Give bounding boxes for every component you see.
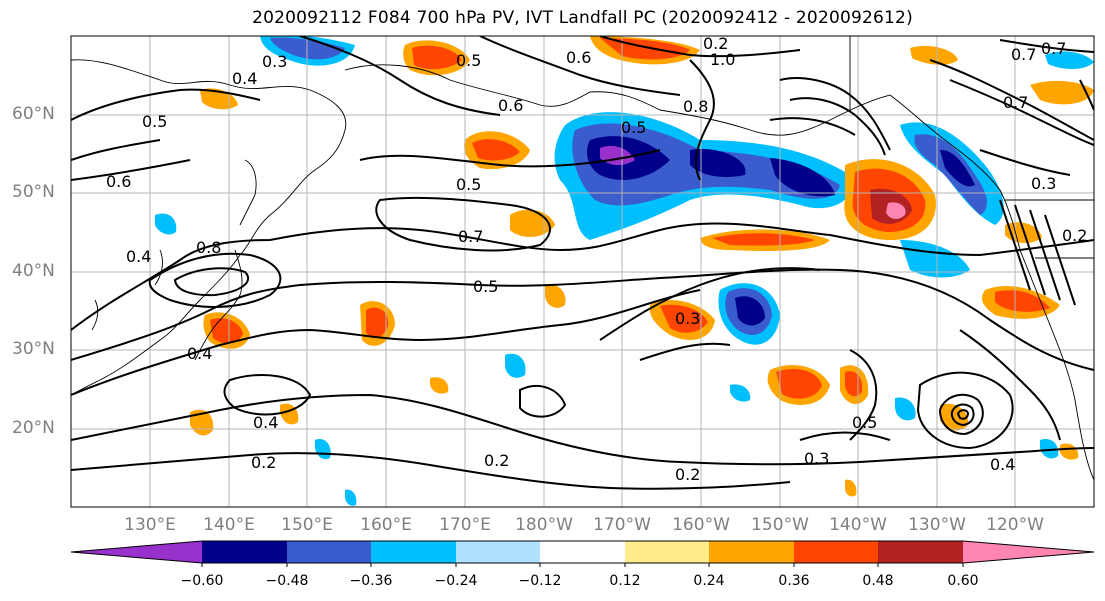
contour-label: 0.5 <box>473 277 498 296</box>
colorbar-tick-label: −0.12 <box>518 573 562 589</box>
contour-label: 0.3 <box>262 52 287 71</box>
map-title: 2020092112 F084 700 hPa PV, IVT Landfall… <box>252 8 913 28</box>
contours <box>71 36 1094 490</box>
lat-label-30n: 30°N <box>12 339 55 359</box>
colorbar-tick-label: 0.60 <box>947 573 979 589</box>
contour-label: 0.8 <box>196 238 221 257</box>
lon-label: 160°E <box>360 515 412 535</box>
map-frame <box>70 35 1095 508</box>
contour-label: 0.2 <box>251 453 276 472</box>
contour-label: 0.4 <box>990 455 1015 474</box>
contour-label: 0.7 <box>458 227 483 246</box>
lat-label-60n: 60°N <box>12 104 55 124</box>
lat-label-40n: 40°N <box>12 261 55 281</box>
colorbar-swatch <box>963 541 1094 563</box>
lat-label-50n: 50°N <box>12 182 55 202</box>
contour-label: 1.0 <box>710 50 735 69</box>
contour-label: 0.6 <box>106 172 131 191</box>
colorbar-swatch <box>625 541 709 563</box>
colorbar-tick-label: 0.36 <box>778 573 810 589</box>
contour-label: 0.4 <box>253 413 278 432</box>
contour-label: 0.2 <box>1062 226 1087 245</box>
lon-label: 170°W <box>593 515 651 535</box>
colorbar-swatch <box>794 541 878 563</box>
contour-label: 0.5 <box>621 118 646 137</box>
colorbar-tick-label: 0.48 <box>862 573 894 589</box>
contour-label: 0.3 <box>675 309 700 328</box>
contour-label: 0.7 <box>1011 45 1036 64</box>
contour-label: 0.7 <box>1003 93 1028 112</box>
contour-label: 0.5 <box>142 112 167 131</box>
contour-label: 0.5 <box>456 175 481 194</box>
contour-label: 0.6 <box>498 96 523 115</box>
lon-label: 130°E <box>124 515 176 535</box>
contour-label: 0.3 <box>804 449 829 468</box>
colorbar-tick-label: 0.12 <box>609 573 641 589</box>
lon-label: 120°W <box>986 515 1044 535</box>
contour-label: 0.4 <box>126 247 151 266</box>
pv-shading <box>155 36 1094 506</box>
contour-label: 0.5 <box>456 51 481 70</box>
lon-label: 140°W <box>829 515 887 535</box>
colorbar-tick-label: 0.24 <box>693 573 725 589</box>
contour-label: 0.2 <box>484 451 509 470</box>
colorbar-swatch <box>202 541 287 563</box>
colorbar-tick-label: −0.48 <box>265 573 309 589</box>
contour-labels: 0.3 0.4 0.5 0.6 0.6 0.5 0.7 0.8 0.4 0.5 … <box>106 34 1087 484</box>
lon-label: 140°E <box>203 515 255 535</box>
lat-label-20n: 20°N <box>12 418 55 438</box>
contour-label: 0.7 <box>1041 39 1066 58</box>
lon-label: 160°W <box>672 515 730 535</box>
lon-label: 150°E <box>281 515 333 535</box>
colorbar-tick-label: −0.24 <box>434 573 478 589</box>
colorbar-swatch <box>709 541 794 563</box>
colorbar-swatch <box>371 541 456 563</box>
contour-label: 0.4 <box>187 344 212 363</box>
colorbar-swatch <box>540 541 625 563</box>
contour-label: 0.4 <box>232 69 257 88</box>
colorbar <box>70 540 1095 567</box>
contour-label: 0.2 <box>675 465 700 484</box>
contour-label: 0.8 <box>683 97 708 116</box>
contour-label: 0.3 <box>1031 174 1056 193</box>
contour-label: 0.5 <box>852 413 877 432</box>
contour-label: 0.2 <box>703 34 728 53</box>
lon-label: 170°E <box>439 515 491 535</box>
lon-label: 150°W <box>751 515 809 535</box>
contour-label: 0.6 <box>566 48 591 67</box>
lon-label: 180°W <box>515 515 573 535</box>
colorbar-swatch <box>287 541 371 563</box>
lon-label: 130°W <box>908 515 966 535</box>
gridlines <box>71 36 1094 507</box>
colorbar-tick-label: −0.60 <box>180 573 224 589</box>
colorbar-swatch <box>878 541 963 563</box>
colorbar-swatch <box>71 541 202 563</box>
colorbar-swatch <box>456 541 540 563</box>
colorbar-tick-label: −0.36 <box>349 573 393 589</box>
